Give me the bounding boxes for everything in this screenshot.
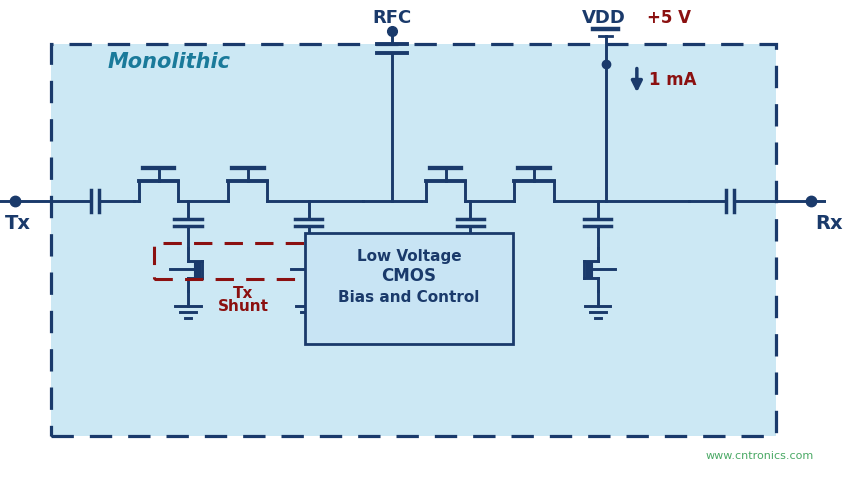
FancyBboxPatch shape <box>304 233 513 344</box>
FancyBboxPatch shape <box>51 44 776 436</box>
Text: Tx: Tx <box>234 286 254 300</box>
Text: VDD: VDD <box>582 9 626 26</box>
Text: Tx: Tx <box>5 214 31 233</box>
Text: Shunt: Shunt <box>218 299 269 314</box>
Text: Low Voltage: Low Voltage <box>357 249 461 264</box>
Text: +5 V: +5 V <box>647 9 690 26</box>
Text: 1 mA: 1 mA <box>648 72 696 89</box>
Text: Monolithic: Monolithic <box>108 52 231 72</box>
Text: Bias and Control: Bias and Control <box>338 291 480 305</box>
Text: www.cntronics.com: www.cntronics.com <box>706 451 813 461</box>
Text: Rx: Rx <box>815 214 843 233</box>
Text: CMOS: CMOS <box>382 268 437 285</box>
Text: RFC: RFC <box>373 9 411 26</box>
